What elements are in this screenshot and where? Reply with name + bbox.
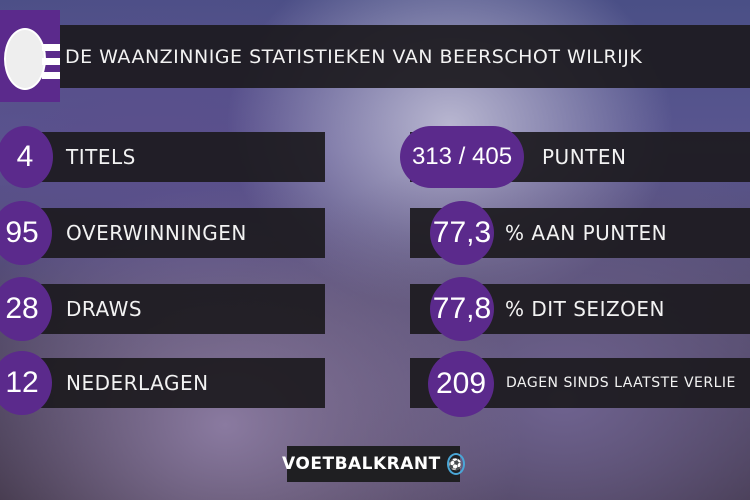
logo-stripe bbox=[42, 44, 60, 51]
stat-value: 209 bbox=[428, 351, 494, 417]
stat-value: 28 bbox=[0, 277, 52, 341]
stat-value: 12 bbox=[0, 351, 52, 415]
brand-name: VOETBALKRANT bbox=[282, 454, 441, 474]
stat-label: % AAN PUNTEN bbox=[505, 221, 668, 245]
stat-value: 4 bbox=[0, 126, 53, 188]
stat-value: 313 / 405 bbox=[400, 126, 524, 188]
stat-row: OVERWINNINGEN bbox=[30, 208, 325, 258]
stat-value: 77,8 bbox=[430, 277, 494, 341]
stat-value: 95 bbox=[0, 201, 52, 265]
stat-row: DRAWS bbox=[30, 284, 325, 334]
stat-label: DAGEN SINDS LAATSTE VERLIE bbox=[506, 375, 736, 391]
stat-value: 77,3 bbox=[430, 201, 494, 265]
logo-stripe bbox=[42, 72, 60, 79]
stat-label: OVERWINNINGEN bbox=[66, 221, 247, 245]
page-title: DE WAANZINNIGE STATISTIEKEN VAN BEERSCHO… bbox=[65, 45, 643, 68]
brand-watermark: VOETBALKRANT ⚽ bbox=[282, 446, 465, 482]
stat-label: % DIT SEIZOEN bbox=[505, 297, 666, 321]
logo-stripe bbox=[42, 58, 60, 65]
header-bar: DE WAANZINNIGE STATISTIEKEN VAN BEERSCHO… bbox=[40, 25, 750, 88]
stat-row: TITELS bbox=[30, 132, 325, 182]
stat-label: TITELS bbox=[66, 145, 136, 169]
stat-label: DRAWS bbox=[66, 297, 143, 321]
football-icon: ⚽ bbox=[446, 453, 465, 475]
stat-label: NEDERLAGEN bbox=[66, 371, 209, 395]
stat-label: PUNTEN bbox=[542, 145, 627, 169]
club-logo bbox=[0, 10, 60, 102]
crest-icon bbox=[4, 28, 46, 90]
stat-row: NEDERLAGEN bbox=[30, 358, 325, 408]
